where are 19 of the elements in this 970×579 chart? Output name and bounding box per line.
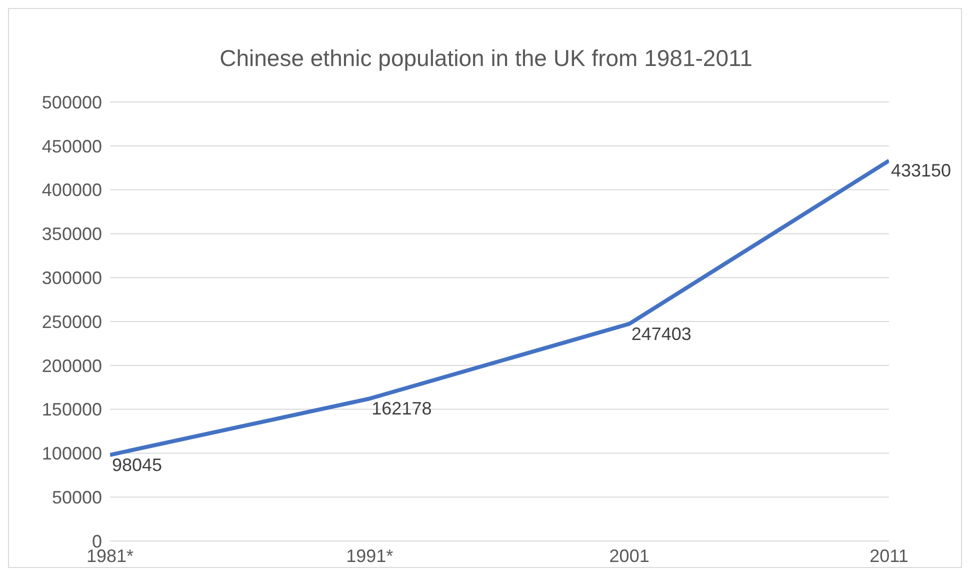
y-tick-label: 150000 (42, 400, 102, 420)
y-tick-label: 400000 (42, 180, 102, 200)
y-tick-label: 200000 (42, 356, 102, 376)
y-tick-label: 50000 (52, 487, 102, 508)
data-label: 433150 (891, 160, 952, 181)
y-tick-label: 350000 (42, 224, 102, 244)
x-tick-label: 1991* (346, 546, 394, 566)
y-tick-label: 300000 (42, 268, 102, 288)
y-tick-label: 450000 (42, 136, 102, 156)
y-tick-label: 100000 (42, 444, 102, 464)
line-series (110, 158, 889, 457)
data-label: 98045 (112, 454, 162, 475)
data-label: 247403 (631, 324, 692, 344)
data-label: 162178 (372, 398, 432, 419)
x-tick-label: 2011 (870, 546, 908, 566)
y-tick-label: 500000 (42, 92, 102, 112)
chart-title: Chinese ethnic population in the UK from 1981-2011 (218, 45, 754, 72)
x-tick-label: 2001 (609, 546, 650, 566)
y-tick-label: 250000 (42, 312, 102, 332)
